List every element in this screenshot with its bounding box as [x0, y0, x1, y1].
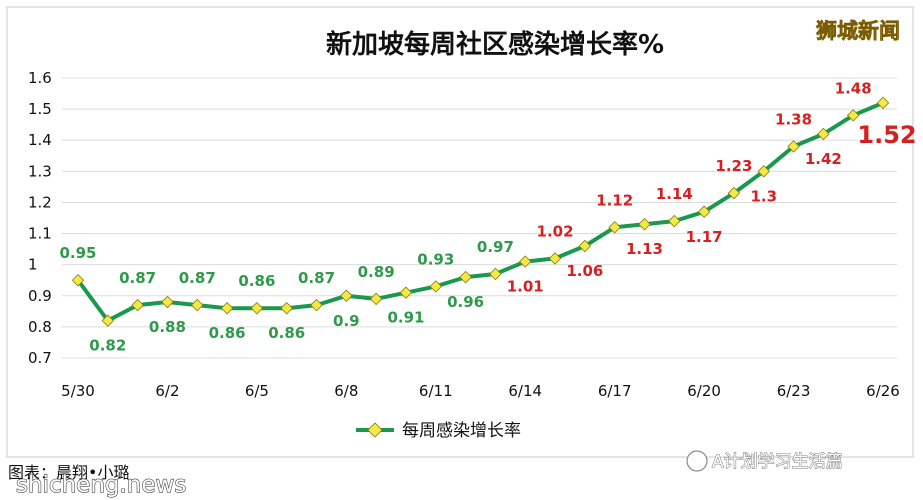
- data-label: 0.87: [179, 269, 216, 287]
- x-tick-label: 6/20: [687, 382, 721, 400]
- data-point: [727, 186, 741, 200]
- data-label: 1.13: [626, 240, 663, 258]
- data-point: [280, 301, 293, 315]
- data-label: 1.01: [507, 278, 544, 296]
- data-point: [548, 252, 562, 265]
- data-point: [787, 140, 800, 153]
- data-label: 0.91: [387, 309, 424, 327]
- wechat-icon: [686, 450, 708, 472]
- data-label: 0.96: [447, 293, 484, 311]
- data-point: [310, 298, 323, 312]
- data-point: [757, 165, 770, 178]
- series-line: [76, 100, 885, 323]
- data-point: [71, 273, 85, 287]
- data-label: 0.89: [358, 263, 395, 281]
- data-point: [697, 205, 711, 219]
- data-labels: 0.95 0.82 0.87 0.88 0.87 0.86 0.86 0.86 0.87 0.9 0…: [59, 79, 916, 354]
- y-tick-label: 1.5: [28, 100, 52, 118]
- data-point: [161, 295, 174, 309]
- y-tick-label: 0.9: [28, 287, 52, 305]
- data-label: 0.86: [268, 324, 305, 342]
- account-watermark: A计划学习生活篇: [686, 450, 843, 473]
- x-tick-label: 6/2: [155, 382, 179, 400]
- data-point: [191, 298, 204, 312]
- data-label: 1.06: [566, 262, 603, 280]
- chart-title: 新加坡每周社区感染增长率%: [326, 29, 664, 60]
- x-tick-label: 6/8: [334, 382, 358, 400]
- data-point: [399, 286, 413, 299]
- data-point: [638, 217, 651, 231]
- data-point: [518, 255, 532, 268]
- data-label: 1.23: [715, 157, 752, 175]
- data-point: [459, 270, 472, 284]
- data-point: [250, 301, 264, 315]
- grid-lines: [62, 77, 897, 359]
- data-point: [846, 109, 860, 122]
- site-watermark: shicheng.news: [16, 472, 186, 498]
- x-tick-label: 6/14: [508, 382, 542, 400]
- data-label: 1.17: [686, 228, 723, 246]
- y-tick-label: 1.6: [28, 69, 52, 87]
- x-tick-label: 6/17: [598, 382, 632, 400]
- data-label: 0.9: [333, 312, 360, 330]
- y-tick-label: 0.7: [28, 349, 52, 367]
- data-point: [817, 127, 830, 141]
- y-tick-label: 0.8: [28, 318, 52, 336]
- data-label: 0.97: [477, 238, 514, 256]
- data-label: 1.3: [750, 187, 777, 205]
- legend: 每周感染增长率: [356, 421, 521, 441]
- x-tick-label: 6/23: [777, 382, 811, 400]
- x-axis-ticks: 5/30 6/2 6/5 6/8 6/11 6/14 6/17 6/20 6/23 6/26: [61, 382, 900, 400]
- brand-logo-text: 狮城新闻: [816, 19, 900, 43]
- x-tick-label: 6/5: [245, 382, 269, 400]
- data-point: [578, 239, 592, 253]
- data-point: [429, 280, 443, 293]
- data-label: 0.95: [59, 244, 96, 262]
- y-tick-label: 1.2: [28, 193, 52, 211]
- chart-frame: [6, 6, 914, 458]
- data-point: [220, 301, 234, 315]
- data-label: 1.48: [835, 79, 872, 97]
- data-point: [489, 267, 502, 281]
- y-tick-label: 1: [28, 256, 38, 274]
- data-label: 0.86: [209, 324, 246, 342]
- data-label: 0.93: [417, 250, 454, 268]
- data-label: 0.87: [298, 269, 335, 287]
- series-markers: [71, 96, 890, 327]
- data-point: [340, 289, 353, 303]
- data-label: 0.82: [89, 337, 126, 355]
- y-tick-label: 1.3: [28, 162, 52, 180]
- data-label: 0.88: [149, 318, 186, 336]
- x-tick-label: 6/11: [419, 382, 453, 400]
- y-tick-label: 1.1: [28, 225, 52, 243]
- data-label: 1.12: [596, 191, 633, 209]
- legend-label: 每周感染增长率: [402, 421, 521, 441]
- data-point: [876, 96, 890, 110]
- data-label: 1.52: [857, 121, 916, 149]
- x-tick-label: 5/30: [61, 382, 95, 400]
- legend-marker: [367, 422, 383, 438]
- data-point: [131, 298, 144, 312]
- data-label: 1.38: [775, 110, 812, 128]
- data-point: [608, 221, 621, 234]
- data-label: 1.14: [656, 185, 693, 203]
- x-tick-label: 6/26: [866, 382, 900, 400]
- data-point: [369, 292, 383, 306]
- account-watermark-text: A计划学习生活篇: [712, 452, 843, 472]
- data-label: 1.02: [537, 222, 574, 240]
- data-point: [101, 314, 115, 327]
- data-point: [668, 214, 681, 228]
- y-axis-ticks: 0.7 0.8 0.9 1 1.1 1.2 1.3 1.4 1.5 1.6: [28, 69, 52, 367]
- data-label: 0.87: [119, 269, 156, 287]
- y-tick-label: 1.4: [28, 131, 52, 149]
- data-label: 1.42: [805, 150, 842, 168]
- data-label: 0.86: [238, 272, 275, 290]
- chart-credit: 图表：晨翔•小璐: [8, 463, 129, 482]
